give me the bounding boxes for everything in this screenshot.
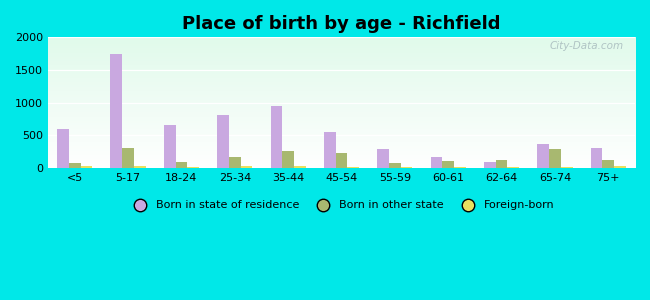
Bar bbox=[538, 144, 549, 168]
Bar bbox=[69, 163, 81, 168]
Bar bbox=[187, 167, 199, 168]
Bar bbox=[484, 162, 496, 168]
Bar bbox=[81, 166, 92, 168]
Bar bbox=[217, 115, 229, 168]
Bar bbox=[614, 166, 626, 168]
Bar bbox=[335, 153, 347, 168]
Bar bbox=[377, 148, 389, 168]
Text: City-Data.com: City-Data.com bbox=[549, 41, 623, 51]
Bar bbox=[591, 148, 603, 168]
Bar bbox=[270, 106, 282, 168]
Bar bbox=[496, 160, 508, 168]
Title: Place of birth by age - Richfield: Place of birth by age - Richfield bbox=[182, 15, 500, 33]
Bar bbox=[294, 166, 306, 168]
Bar bbox=[454, 167, 466, 168]
Bar bbox=[389, 163, 401, 168]
Bar bbox=[561, 167, 573, 168]
Bar bbox=[57, 129, 69, 168]
Bar bbox=[240, 166, 252, 168]
Bar bbox=[122, 148, 134, 168]
Bar bbox=[324, 131, 335, 168]
Bar bbox=[134, 166, 146, 168]
Bar bbox=[430, 157, 443, 168]
Legend: Born in state of residence, Born in other state, Foreign-born: Born in state of residence, Born in othe… bbox=[124, 196, 558, 215]
Bar bbox=[111, 54, 122, 168]
Bar bbox=[603, 160, 614, 168]
Bar bbox=[164, 125, 176, 168]
Bar bbox=[508, 167, 519, 168]
Bar bbox=[282, 151, 294, 168]
Bar bbox=[176, 162, 187, 168]
Bar bbox=[401, 167, 413, 168]
Bar bbox=[549, 148, 561, 168]
Bar bbox=[347, 167, 359, 168]
Bar bbox=[443, 160, 454, 168]
Bar bbox=[229, 157, 240, 168]
